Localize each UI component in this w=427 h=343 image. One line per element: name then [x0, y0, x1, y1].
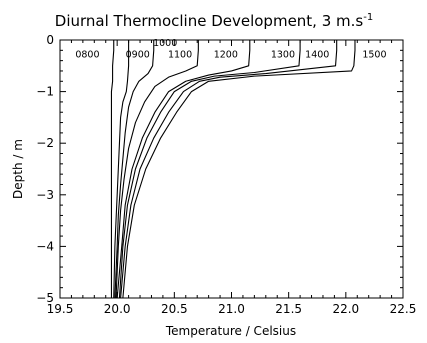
profile-line-1200: [116, 40, 251, 299]
profile-line-0800: [110, 40, 115, 298]
x-tick-label: 21.0: [218, 302, 245, 316]
profile-label-1500: 1500: [362, 50, 386, 61]
profile-line-1100: [115, 40, 199, 299]
profile-line-1400: [120, 40, 338, 299]
y-tick-label: −3: [36, 188, 54, 202]
x-tick-label: 21.5: [275, 302, 302, 316]
y-tick-label: −4: [36, 239, 54, 253]
chart-title-text: Diurnal Thermocline Development, 3 m.s: [55, 12, 364, 30]
y-axis-tick-labels: 0 −1 −2 −3 −4 −5: [36, 33, 54, 305]
x-axis-tick-labels: 19.5 20.0 20.5 21.0 21.5 22.0 22.5: [47, 302, 417, 316]
profile-label-1300: 1300: [271, 50, 295, 61]
y-axis-ticks: [60, 39, 403, 299]
profile-label-1000: 1000: [153, 38, 177, 49]
chart-title: Diurnal Thermocline Development, 3 m.s-1: [55, 12, 373, 30]
x-axis-label: Temperature / Celsius: [165, 324, 296, 338]
profile-line-0900: [113, 40, 130, 299]
y-tick-label: −1: [36, 85, 54, 99]
y-axis-label: Depth / m: [11, 139, 25, 199]
profile-label-1200: 1200: [214, 50, 238, 61]
y-tick-label: 0: [46, 33, 54, 47]
y-tick-label: −5: [36, 291, 54, 305]
profile-label-1100: 1100: [168, 50, 192, 61]
temperature-profiles: [110, 40, 356, 299]
chart-title-superscript: -1: [363, 12, 373, 23]
profile-line-1300: [118, 40, 301, 299]
profile-label-0900: 0900: [126, 50, 150, 61]
x-tick-label: 20.5: [161, 302, 188, 316]
profile-label-1400: 1400: [305, 50, 329, 61]
y-tick-label: −2: [36, 136, 54, 150]
x-axis-ticks: [59, 40, 404, 298]
x-tick-label: 20.0: [104, 302, 131, 316]
x-tick-label: 19.5: [47, 302, 74, 316]
x-tick-label: 22.0: [332, 302, 359, 316]
profile-line-1000: [114, 40, 155, 299]
profile-line-1500: [122, 40, 356, 299]
x-tick-label: 22.5: [390, 302, 417, 316]
profile-label-0800: 0800: [75, 50, 99, 61]
